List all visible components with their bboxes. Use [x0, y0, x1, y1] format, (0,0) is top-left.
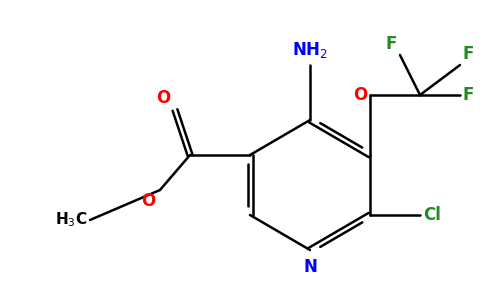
Text: O: O [141, 192, 155, 210]
Text: N: N [303, 258, 317, 276]
Text: F: F [386, 35, 397, 53]
Text: F: F [463, 86, 474, 104]
Text: O: O [156, 89, 170, 107]
Text: F: F [463, 45, 474, 63]
Text: O: O [353, 86, 367, 104]
Text: Cl: Cl [423, 206, 441, 224]
Text: NH$_2$: NH$_2$ [292, 40, 328, 60]
Text: H$_3$C: H$_3$C [55, 211, 87, 229]
